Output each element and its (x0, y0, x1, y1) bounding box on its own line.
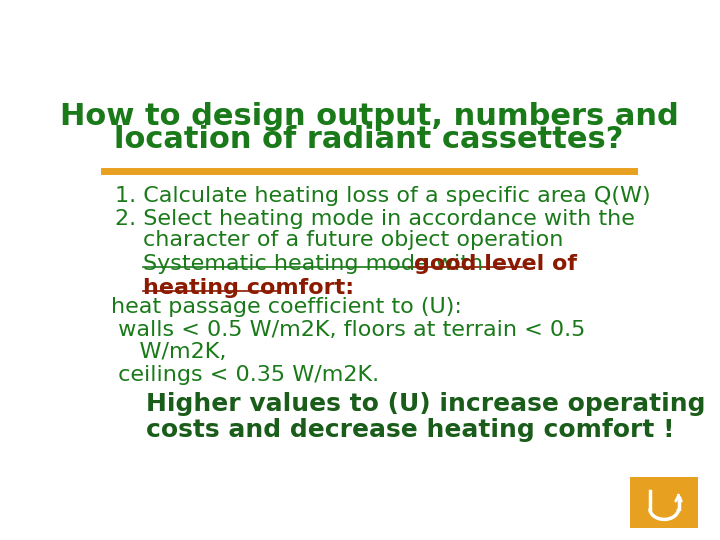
Text: 2. Select heating mode in accordance with the: 2. Select heating mode in accordance wit… (115, 208, 635, 228)
Text: good level of: good level of (413, 254, 577, 274)
FancyBboxPatch shape (627, 475, 701, 530)
Text: heat passage coefficient to (U):: heat passage coefficient to (U): (111, 297, 462, 317)
Text: Higher values to (U) increase operating: Higher values to (U) increase operating (111, 392, 706, 416)
Text: heating comfort:: heating comfort: (143, 278, 354, 298)
Text: character of a future object operation: character of a future object operation (143, 230, 563, 250)
Text: W/m2K,: W/m2K, (111, 342, 227, 362)
Text: costs and decrease heating comfort !: costs and decrease heating comfort ! (111, 418, 675, 442)
Text: 1. Calculate heating loss of a specific area Q(W): 1. Calculate heating loss of a specific … (115, 186, 651, 206)
Text: walls < 0.5 W/m2K, floors at terrain < 0.5: walls < 0.5 W/m2K, floors at terrain < 0… (111, 320, 585, 340)
Text: Systematic heating mode with: Systematic heating mode with (143, 254, 490, 274)
Text: location of radiant cassettes?: location of radiant cassettes? (114, 125, 624, 154)
Text: How to design output, numbers and: How to design output, numbers and (60, 102, 678, 131)
Text: ceilings < 0.35 W/m2K.: ceilings < 0.35 W/m2K. (111, 364, 379, 384)
